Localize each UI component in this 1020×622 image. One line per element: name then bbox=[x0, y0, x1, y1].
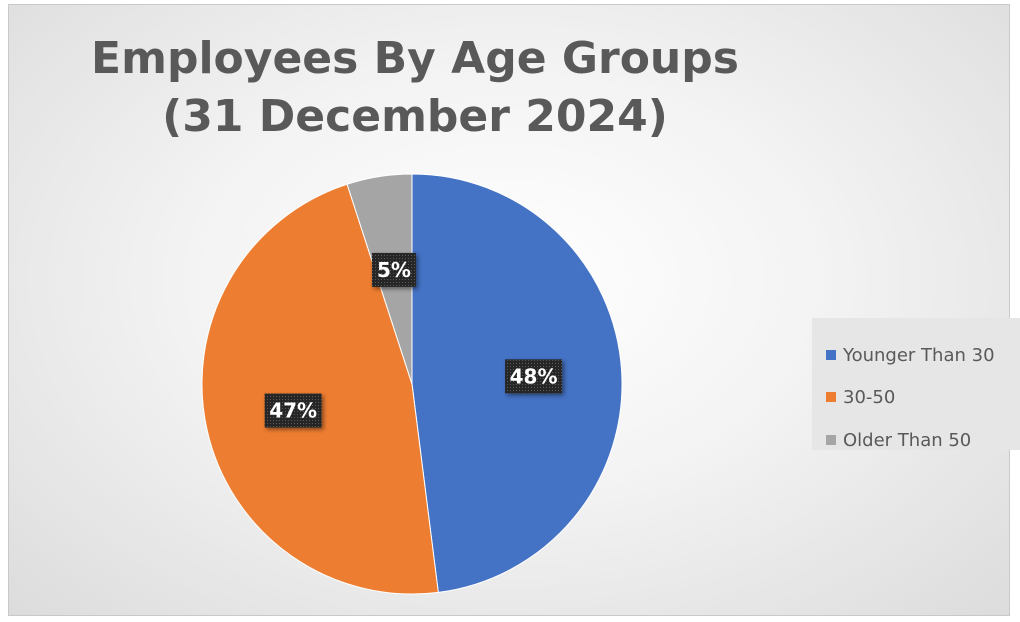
legend-label-older-than-50: Older Than 50 bbox=[843, 429, 972, 451]
legend-item-30-50: 30-50 bbox=[826, 386, 895, 408]
data-label-30-50: 47% bbox=[264, 393, 322, 428]
legend-item-younger-than-30: Younger Than 30 bbox=[826, 344, 995, 366]
chart-title-line-2: (31 December 2024) bbox=[162, 91, 668, 142]
chart-legend: Younger Than 30 30-50 Older Than 50 bbox=[812, 318, 1020, 451]
legend-item-older-than-50: Older Than 50 bbox=[826, 429, 971, 451]
data-label-text: 48% bbox=[510, 364, 558, 388]
legend-swatch-30-50 bbox=[826, 392, 836, 402]
data-label-box bbox=[264, 393, 322, 428]
chart-title: Employees By Age Groups (31 December 202… bbox=[0, 30, 830, 146]
data-label-text: 5% bbox=[377, 258, 411, 282]
chart-title-line-1: Employees By Age Groups bbox=[91, 33, 739, 84]
data-label-box bbox=[505, 359, 563, 394]
data-label-older-than-50: 5% bbox=[371, 252, 416, 287]
data-label-box bbox=[371, 252, 416, 287]
legend-swatch-younger-than-30 bbox=[826, 350, 836, 360]
legend-label-30-50: 30-50 bbox=[843, 386, 896, 408]
legend-swatch-older-than-50 bbox=[826, 435, 836, 445]
data-label-younger-than-30: 48% bbox=[505, 359, 563, 394]
legend-label-younger-than-30: Younger Than 30 bbox=[843, 344, 995, 366]
data-label-text: 47% bbox=[269, 399, 317, 423]
